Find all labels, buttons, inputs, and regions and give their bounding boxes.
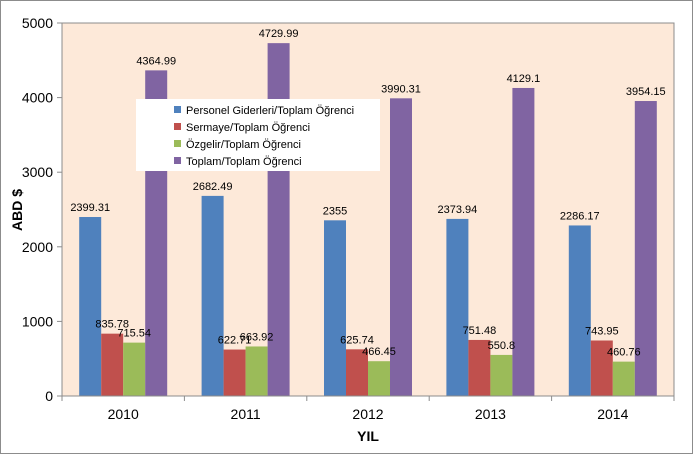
y-tick-label: 2000: [22, 239, 53, 255]
bar-2013-series-1: [446, 218, 469, 396]
data-label-2011-series-3: 663.92: [240, 331, 274, 343]
data-label-2012-series-4: 3990.31: [381, 83, 421, 95]
data-label-2012-series-3: 466.45: [362, 346, 396, 358]
data-label-2012-series-2: 625.74: [340, 334, 374, 346]
data-label-2011-series-1: 2682.49: [193, 181, 233, 193]
x-axis-title: YIL: [357, 428, 379, 444]
y-tick-label: 0: [45, 388, 53, 404]
bar-2010-series-1: [79, 217, 102, 396]
x-tick-label: 2014: [597, 406, 628, 422]
y-tick-label: 5000: [22, 15, 53, 31]
x-tick-label: 2011: [231, 406, 261, 422]
legend-swatch: [174, 157, 181, 164]
data-label-2013-series-3: 550.8: [488, 340, 516, 352]
data-label-2014-series-2: 743.95: [585, 326, 619, 338]
bar-2013-series-4: [512, 87, 535, 396]
x-tick-label: 2010: [108, 406, 139, 422]
data-label-2014-series-3: 460.76: [607, 347, 641, 359]
legend-swatch: [174, 140, 181, 147]
bar-2011-series-3: [245, 346, 268, 396]
bar-2014-series-3: [612, 361, 635, 396]
data-label-2010-series-1: 2399.31: [70, 202, 110, 214]
y-tick-label: 3000: [22, 164, 53, 180]
bars-layer: [79, 43, 657, 397]
axes-layer: 2010 2011 2012 2013 2014 0 1000 2000 3000 4000 500…: [22, 15, 675, 422]
y-tick-label: 4000: [22, 90, 53, 106]
legend-label: Özgelir/Toplam Öğrenci: [186, 139, 301, 151]
bar-2012-series-2: [346, 349, 368, 396]
bar-2012-series-1: [324, 220, 346, 396]
legend: Personel Giderleri/Toplam Öğrenci Sermaye…: [136, 99, 380, 171]
data-label-2013-series-4: 4129.1: [507, 73, 541, 85]
data-label-2011-series-2: 622.71: [218, 335, 252, 347]
data-label-2014-series-4: 3954.15: [626, 86, 666, 98]
bar-2012-series-4: [390, 98, 412, 396]
bar-2011-series-1: [201, 195, 224, 396]
data-label-2010-series-4: 4364.99: [136, 55, 176, 67]
data-label-2014-series-1: 2286.17: [560, 210, 600, 222]
bar-2012-series-3: [368, 361, 390, 396]
legend-label: Personel Giderleri/Toplam Öğrenci: [186, 105, 354, 117]
data-label-2012-series-1: 2355: [323, 205, 347, 217]
bar-2014-series-4: [634, 101, 657, 396]
y-tick-label: 1000: [22, 313, 53, 329]
data-label-2010-series-2: 835.78: [95, 319, 129, 331]
data-label-2013-series-2: 751.48: [463, 325, 497, 337]
bar-2014-series-2: [590, 340, 613, 396]
data-label-2013-series-1: 2373.94: [438, 204, 478, 216]
legend-label: Toplam/Toplam Öğrenci: [186, 156, 302, 168]
bar-2010-series-2: [101, 333, 124, 396]
bar-2011-series-2: [223, 349, 246, 396]
data-label-2011-series-4: 4729.99: [259, 28, 299, 40]
data-labels-layer: 2399.31835.78715.544364.992682.49622.716…: [70, 28, 665, 358]
legend-swatch: [174, 123, 181, 130]
legend-label: Sermaye/Toplam Öğrenci: [186, 122, 310, 134]
bar-2013-series-2: [468, 339, 491, 396]
bar-2013-series-3: [490, 354, 513, 396]
bar-2010-series-3: [123, 342, 146, 396]
bar-2014-series-1: [568, 225, 591, 396]
legend-swatch: [174, 106, 181, 113]
y-axis-title: ABD $: [9, 189, 25, 231]
x-tick-label: 2013: [475, 406, 506, 422]
x-tick-label: 2012: [352, 406, 383, 422]
data-label-2010-series-3: 715.54: [117, 328, 151, 340]
